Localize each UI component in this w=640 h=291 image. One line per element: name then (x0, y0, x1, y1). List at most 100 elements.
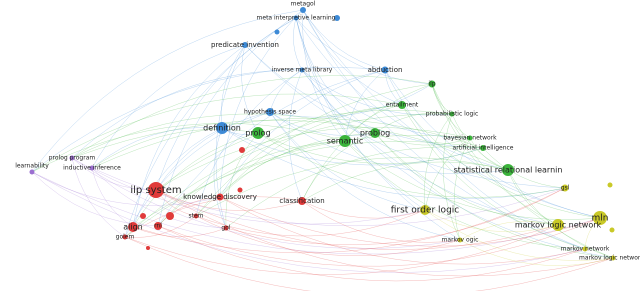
node-label: artificial intelligence (453, 145, 514, 152)
node (339, 135, 351, 147)
edge (221, 127, 484, 166)
node-label: metagol (291, 1, 316, 8)
edge (424, 209, 559, 233)
edge (295, 17, 426, 211)
node (242, 42, 248, 48)
edge (295, 17, 509, 171)
edge (157, 104, 403, 227)
edge (295, 17, 433, 85)
edge (71, 157, 426, 225)
edge (269, 111, 461, 241)
edge (132, 44, 246, 228)
edge (293, 17, 303, 71)
edge (442, 113, 461, 241)
node-label: inductive inference (63, 165, 121, 172)
node (237, 187, 243, 193)
node (420, 205, 430, 215)
node-label: prolog program (49, 155, 96, 162)
node-label: rnl (154, 223, 162, 230)
edge (91, 167, 227, 229)
edge (91, 44, 246, 169)
node (216, 122, 228, 134)
edge (302, 9, 601, 219)
edge (302, 9, 386, 71)
node (29, 169, 35, 175)
node (266, 108, 274, 116)
node (334, 15, 340, 21)
node (216, 193, 224, 201)
node-label: align (123, 223, 143, 232)
edge (301, 69, 614, 259)
edge (31, 171, 221, 206)
edge (155, 109, 453, 191)
edge (155, 17, 297, 191)
edge (225, 187, 566, 246)
edge (301, 200, 426, 219)
edge (219, 104, 403, 198)
edge (71, 157, 157, 191)
node-label: bayesian network (443, 135, 497, 142)
node (480, 145, 486, 151)
node-label: gsl (561, 185, 570, 192)
edge (344, 104, 403, 142)
node-label: mln (592, 214, 609, 224)
edges (31, 9, 614, 291)
node (381, 66, 389, 74)
node (154, 222, 162, 230)
edge (241, 44, 259, 134)
node (128, 222, 138, 232)
edge (301, 132, 376, 202)
edge (91, 118, 484, 169)
edge (195, 132, 376, 217)
edge (302, 9, 586, 250)
edge (257, 132, 566, 198)
edge (219, 196, 601, 247)
edge (269, 111, 376, 136)
edge (91, 167, 134, 228)
node (193, 213, 199, 219)
edge (459, 239, 614, 266)
edge (507, 169, 614, 259)
node-label: inverse meta library (272, 67, 333, 74)
node (467, 135, 473, 141)
edge (155, 127, 471, 191)
node (428, 80, 436, 88)
edge (71, 69, 303, 159)
node-label: meta interpretive learning (257, 15, 336, 22)
edge (269, 111, 426, 211)
edge (219, 140, 346, 198)
edge (301, 69, 471, 139)
edge (71, 157, 461, 249)
node (370, 128, 380, 138)
node-label: golem (116, 234, 135, 241)
edge (157, 69, 386, 227)
edge (269, 111, 509, 174)
node-label: markov logic network (515, 221, 602, 230)
edge (244, 44, 484, 149)
edge (374, 112, 453, 134)
node (140, 213, 146, 219)
node (582, 246, 588, 252)
node-label: knowledge discovery (183, 193, 257, 201)
node (502, 164, 514, 176)
node-label: gol (221, 225, 230, 232)
node (252, 127, 264, 139)
edge (132, 132, 259, 228)
edge (401, 104, 586, 250)
edge (213, 127, 227, 229)
edge (124, 236, 614, 291)
edge (401, 104, 601, 219)
edge (91, 129, 259, 169)
edge (157, 225, 586, 282)
edge (423, 113, 453, 211)
edge (482, 147, 566, 189)
node (552, 219, 564, 231)
edge (195, 157, 509, 217)
edge (195, 69, 303, 217)
edge (344, 140, 586, 250)
node-label: probabilistic logic (426, 111, 479, 118)
node (593, 211, 607, 225)
edge (301, 200, 461, 243)
node-label: markov network (561, 246, 610, 253)
